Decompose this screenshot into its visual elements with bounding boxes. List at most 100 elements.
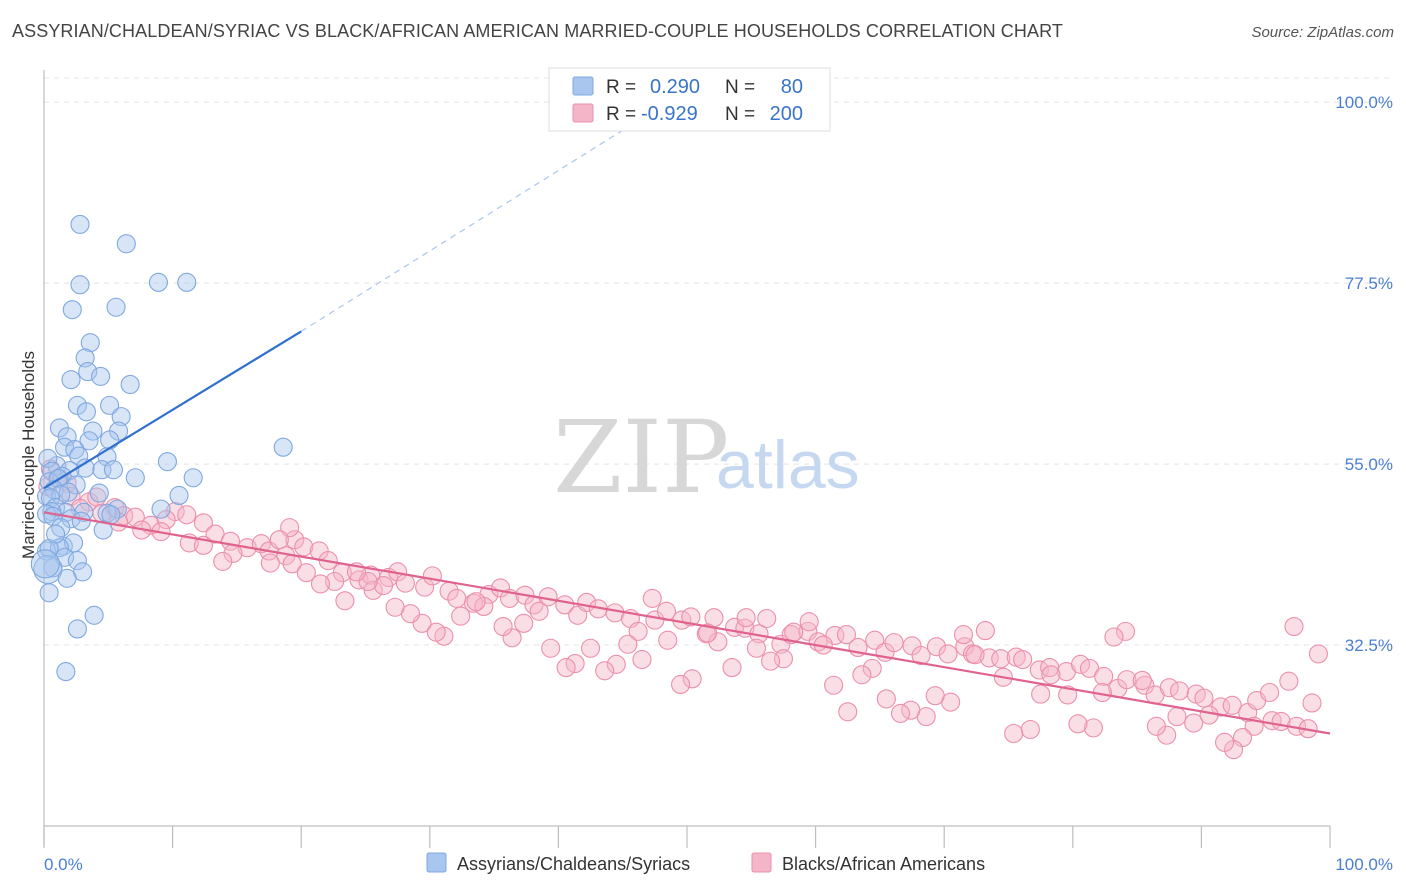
gridlines bbox=[44, 77, 1394, 646]
point-assyrian-1 bbox=[116, 234, 136, 254]
point-black-76 bbox=[836, 625, 857, 645]
point-black-168 bbox=[606, 654, 626, 674]
point-assyrian-53 bbox=[151, 499, 171, 519]
y-tick-label-3: 100.0% bbox=[1335, 93, 1393, 112]
point-black-157 bbox=[746, 638, 766, 658]
y-tick-label-1: 55.0% bbox=[1345, 455, 1393, 474]
point-black-192 bbox=[296, 563, 316, 583]
point-black-82 bbox=[911, 645, 931, 666]
point-black-141 bbox=[953, 625, 974, 645]
point-assyrian-40 bbox=[183, 468, 203, 488]
bottom-legend-swatch-pink bbox=[751, 852, 772, 873]
point-assyrian-73 bbox=[57, 568, 77, 588]
point-black-164 bbox=[658, 630, 678, 650]
point-assyrian-48 bbox=[89, 483, 109, 503]
point-black-84 bbox=[938, 644, 958, 664]
point-black-169 bbox=[595, 661, 615, 681]
point-black-128 bbox=[1115, 621, 1136, 641]
point-black-140 bbox=[965, 645, 985, 665]
point-assyrian-28 bbox=[157, 452, 178, 472]
point-assyrian-0 bbox=[70, 214, 90, 234]
legend-r-value-2: -0.929 bbox=[641, 103, 698, 125]
legend-r-label-2: R = bbox=[606, 104, 636, 125]
point-black-126 bbox=[1146, 716, 1166, 736]
point-black-113 bbox=[1308, 644, 1328, 664]
point-black-190 bbox=[325, 571, 345, 592]
point-black-131 bbox=[1083, 718, 1103, 738]
point-assyrian-41 bbox=[66, 475, 86, 495]
point-black-96 bbox=[1094, 666, 1114, 686]
point-assyrian-3 bbox=[148, 272, 169, 292]
point-black-171 bbox=[565, 653, 585, 674]
point-black-124 bbox=[1167, 707, 1187, 727]
watermark-zip: ZIP bbox=[553, 399, 729, 516]
point-assyrian-9 bbox=[78, 362, 98, 382]
point-assyrian-74 bbox=[30, 549, 60, 579]
legend-r-label-1: R = bbox=[606, 77, 636, 98]
bottom-legend-label-blue: Assyrians/Chaldeans/Syriacs bbox=[457, 854, 690, 874]
point-assyrian-46 bbox=[40, 488, 60, 508]
point-black-186 bbox=[373, 575, 394, 596]
point-assyrian-77 bbox=[56, 662, 76, 682]
point-black-106 bbox=[1222, 695, 1242, 715]
point-black-104 bbox=[1194, 688, 1214, 708]
point-black-34 bbox=[260, 553, 280, 573]
point-black-46 bbox=[447, 588, 467, 608]
point-black-20 bbox=[205, 524, 225, 544]
point-black-70 bbox=[757, 608, 777, 629]
legend-r-value-1: 0.290 bbox=[650, 76, 700, 98]
chart-source: Source: ZipAtlas.com bbox=[1251, 24, 1394, 41]
x-tick-label-min: 0.0% bbox=[44, 855, 83, 874]
point-assyrian-30 bbox=[38, 448, 58, 469]
point-black-101 bbox=[1159, 678, 1179, 698]
point-black-182 bbox=[426, 622, 446, 642]
point-black-147 bbox=[876, 689, 896, 709]
point-black-159 bbox=[722, 658, 742, 678]
point-assyrian-62 bbox=[93, 520, 113, 540]
point-black-17 bbox=[193, 513, 214, 533]
point-assyrian-33 bbox=[92, 460, 112, 480]
point-black-146 bbox=[890, 703, 911, 723]
point-assyrian-43 bbox=[58, 482, 78, 502]
point-black-83 bbox=[926, 637, 947, 657]
point-assyrian-5 bbox=[62, 300, 82, 320]
point-black-137 bbox=[1004, 723, 1024, 744]
point-black-151 bbox=[824, 675, 844, 695]
point-black-136 bbox=[1020, 719, 1040, 740]
point-black-98 bbox=[1117, 670, 1137, 690]
point-assyrian-11 bbox=[61, 370, 81, 390]
point-black-165 bbox=[642, 588, 662, 608]
legend-swatch-blue bbox=[572, 76, 594, 96]
bottom-legend-swatch-blue bbox=[426, 852, 447, 873]
legend-n-label-1: N = bbox=[725, 77, 755, 98]
point-assyrian-78 bbox=[39, 583, 59, 603]
point-black-167 bbox=[618, 634, 638, 654]
trendline-assyrian-extension bbox=[300, 113, 649, 332]
point-assyrian-69 bbox=[67, 551, 87, 571]
legend-swatch-pink bbox=[572, 103, 594, 123]
point-black-145 bbox=[901, 700, 921, 720]
point-black-15 bbox=[156, 510, 176, 530]
chart-title: ASSYRIAN/CHALDEAN/SYRIAC VS BLACK/AFRICA… bbox=[12, 21, 1063, 41]
point-black-80 bbox=[884, 633, 904, 653]
point-assyrian-6 bbox=[106, 297, 126, 317]
point-assyrian-10 bbox=[91, 366, 111, 386]
point-black-94 bbox=[1070, 654, 1091, 674]
point-assyrian-79 bbox=[46, 524, 66, 544]
y-tick-label-0: 32.5% bbox=[1345, 636, 1393, 655]
watermark: ZIP atlas bbox=[553, 399, 860, 516]
point-black-28 bbox=[213, 551, 233, 571]
point-black-73 bbox=[798, 621, 818, 641]
point-assyrian-14 bbox=[100, 395, 120, 415]
point-assyrian-2 bbox=[70, 275, 90, 295]
point-black-88 bbox=[991, 649, 1011, 669]
point-black-185 bbox=[385, 597, 405, 617]
point-black-65 bbox=[696, 624, 716, 644]
point-assyrian-18 bbox=[83, 421, 103, 441]
trendline-black bbox=[43, 511, 1331, 735]
legend-n-value-2: 200 bbox=[770, 103, 803, 125]
point-black-121 bbox=[1214, 732, 1235, 752]
point-assyrian-16 bbox=[111, 407, 131, 427]
point-black-135 bbox=[1031, 684, 1051, 704]
point-black-123 bbox=[1184, 713, 1204, 733]
